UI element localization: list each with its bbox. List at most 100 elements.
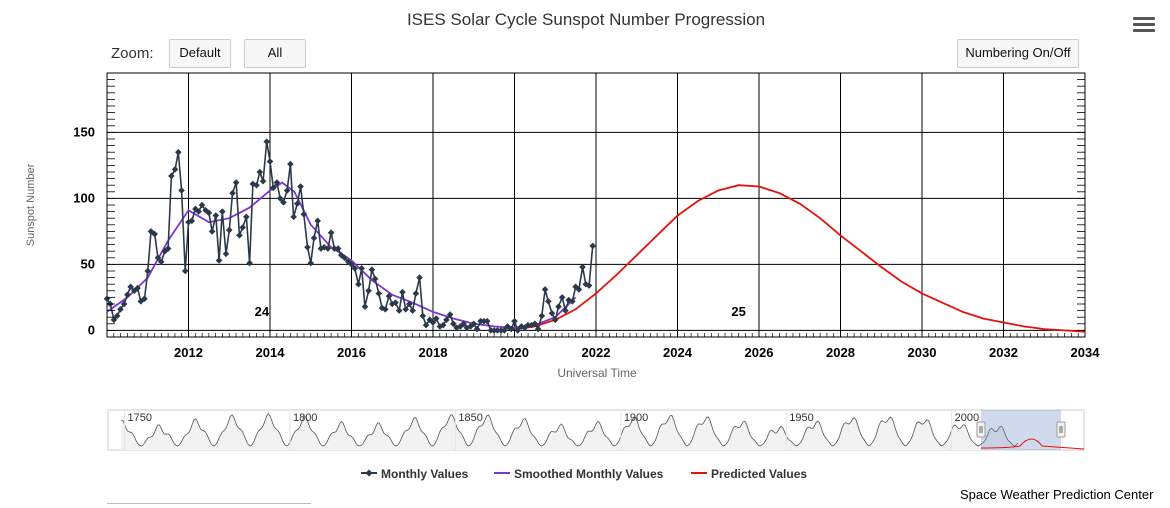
monthly-value-point[interactable] (283, 187, 291, 194)
monthly-value-point[interactable] (273, 179, 281, 186)
monthly-value-point[interactable] (382, 305, 389, 313)
monthly-value-point[interactable] (494, 327, 501, 334)
monthly-value-point[interactable] (294, 200, 301, 207)
monthly-value-point[interactable] (470, 320, 478, 328)
monthly-value-point[interactable] (178, 187, 185, 194)
monthly-value-point[interactable] (154, 254, 162, 262)
monthly-value-point[interactable] (579, 263, 586, 271)
monthly-value-point[interactable] (473, 325, 481, 333)
monthly-value-point[interactable] (514, 327, 522, 334)
monthly-value-point[interactable] (585, 282, 593, 289)
monthly-value-point[interactable] (399, 288, 406, 296)
monthly-value-point[interactable] (249, 180, 257, 188)
monthly-value-point[interactable] (307, 259, 315, 267)
navigator-left-handle[interactable] (976, 421, 986, 438)
monthly-value-point[interactable] (157, 258, 165, 266)
legend-monthly[interactable]: Monthly Values (361, 467, 469, 481)
monthly-value-point[interactable] (412, 290, 420, 297)
monthly-value-point[interactable] (269, 184, 277, 192)
monthly-value-point[interactable] (280, 199, 287, 206)
monthly-value-point[interactable] (310, 234, 318, 242)
hamburger-menu-icon[interactable] (1133, 17, 1155, 35)
monthly-value-point[interactable] (341, 254, 348, 262)
monthly-value-point[interactable] (263, 138, 271, 145)
monthly-value-point[interactable] (392, 299, 399, 306)
monthly-value-point[interactable] (297, 183, 304, 190)
monthly-value-point[interactable] (168, 172, 175, 180)
monthly-value-point[interactable] (409, 307, 416, 314)
monthly-value-point[interactable] (463, 324, 471, 332)
monthly-value-point[interactable] (141, 295, 148, 303)
monthly-value-point[interactable] (439, 321, 447, 329)
monthly-value-point[interactable] (436, 323, 444, 330)
monthly-value-point[interactable] (446, 311, 454, 318)
monthly-value-point[interactable] (246, 259, 253, 267)
monthly-value-point[interactable] (175, 148, 182, 156)
monthly-value-point[interactable] (144, 267, 152, 275)
monthly-value-point[interactable] (361, 303, 369, 310)
monthly-value-point[interactable] (331, 245, 338, 252)
monthly-value-point[interactable] (518, 323, 525, 330)
monthly-value-point[interactable] (483, 317, 491, 325)
monthly-value-point[interactable] (256, 168, 264, 176)
monthly-value-point[interactable] (562, 307, 569, 314)
monthly-value-point[interactable] (419, 312, 427, 320)
monthly-value-point[interactable] (368, 266, 376, 273)
monthly-value-point[interactable] (565, 296, 572, 304)
monthly-value-point[interactable] (208, 228, 216, 235)
monthly-value-point[interactable] (344, 258, 352, 266)
zoom-default-button[interactable]: Default (169, 39, 231, 68)
monthly-value-point[interactable] (524, 321, 532, 329)
monthly-value-point[interactable] (443, 316, 450, 324)
monthly-value-point[interactable] (548, 309, 556, 317)
monthly-value-point[interactable] (181, 267, 189, 275)
monthly-value-point[interactable] (429, 319, 437, 326)
monthly-value-point[interactable] (243, 213, 250, 221)
monthly-value-point[interactable] (460, 320, 467, 328)
monthly-value-point[interactable] (453, 324, 460, 332)
monthly-value-point[interactable] (348, 261, 355, 268)
monthly-value-point[interactable] (188, 217, 196, 225)
monthly-value-point[interactable] (225, 226, 233, 234)
monthly-value-point[interactable] (395, 307, 403, 314)
monthly-value-point[interactable] (365, 287, 372, 295)
monthly-value-point[interactable] (569, 298, 576, 305)
monthly-value-point[interactable] (467, 323, 474, 330)
monthly-value-point[interactable] (205, 209, 213, 217)
monthly-value-point[interactable] (120, 300, 128, 308)
monthly-value-point[interactable] (290, 213, 297, 221)
monthly-value-point[interactable] (259, 177, 267, 185)
monthly-value-point[interactable] (232, 179, 240, 186)
monthly-value-point[interactable] (450, 320, 457, 328)
legend-predicted[interactable]: Predicted Values (691, 467, 807, 481)
monthly-value-point[interactable] (582, 280, 590, 288)
monthly-value-point[interactable] (406, 300, 413, 308)
monthly-value-point[interactable] (385, 292, 393, 300)
monthly-value-point[interactable] (541, 286, 549, 293)
monthly-value-point[interactable] (236, 232, 243, 239)
monthly-value-point[interactable] (219, 208, 226, 215)
monthly-value-point[interactable] (253, 181, 260, 189)
monthly-value-point[interactable] (212, 212, 220, 219)
monthly-value-point[interactable] (276, 195, 284, 202)
monthly-value-point[interactable] (266, 158, 274, 165)
monthly-value-point[interactable] (222, 250, 230, 258)
monthly-value-point[interactable] (551, 316, 559, 324)
monthly-value-point[interactable] (198, 201, 206, 209)
monthly-value-point[interactable] (124, 291, 131, 299)
monthly-value-point[interactable] (378, 304, 386, 312)
monthly-value-point[interactable] (507, 325, 515, 333)
monthly-value-point[interactable] (239, 224, 246, 231)
monthly-value-point[interactable] (589, 242, 597, 250)
monthly-value-point[interactable] (324, 245, 332, 252)
navigator-selection[interactable] (981, 410, 1061, 450)
monthly-value-point[interactable] (195, 208, 202, 215)
monthly-value-point[interactable] (151, 230, 158, 238)
monthly-value-point[interactable] (375, 290, 383, 297)
monthly-value-point[interactable] (528, 321, 535, 329)
monthly-value-point[interactable] (171, 166, 179, 173)
monthly-value-point[interactable] (534, 325, 542, 333)
monthly-value-point[interactable] (300, 210, 308, 218)
monthly-value-point[interactable] (511, 317, 518, 325)
monthly-value-point[interactable] (137, 298, 145, 305)
